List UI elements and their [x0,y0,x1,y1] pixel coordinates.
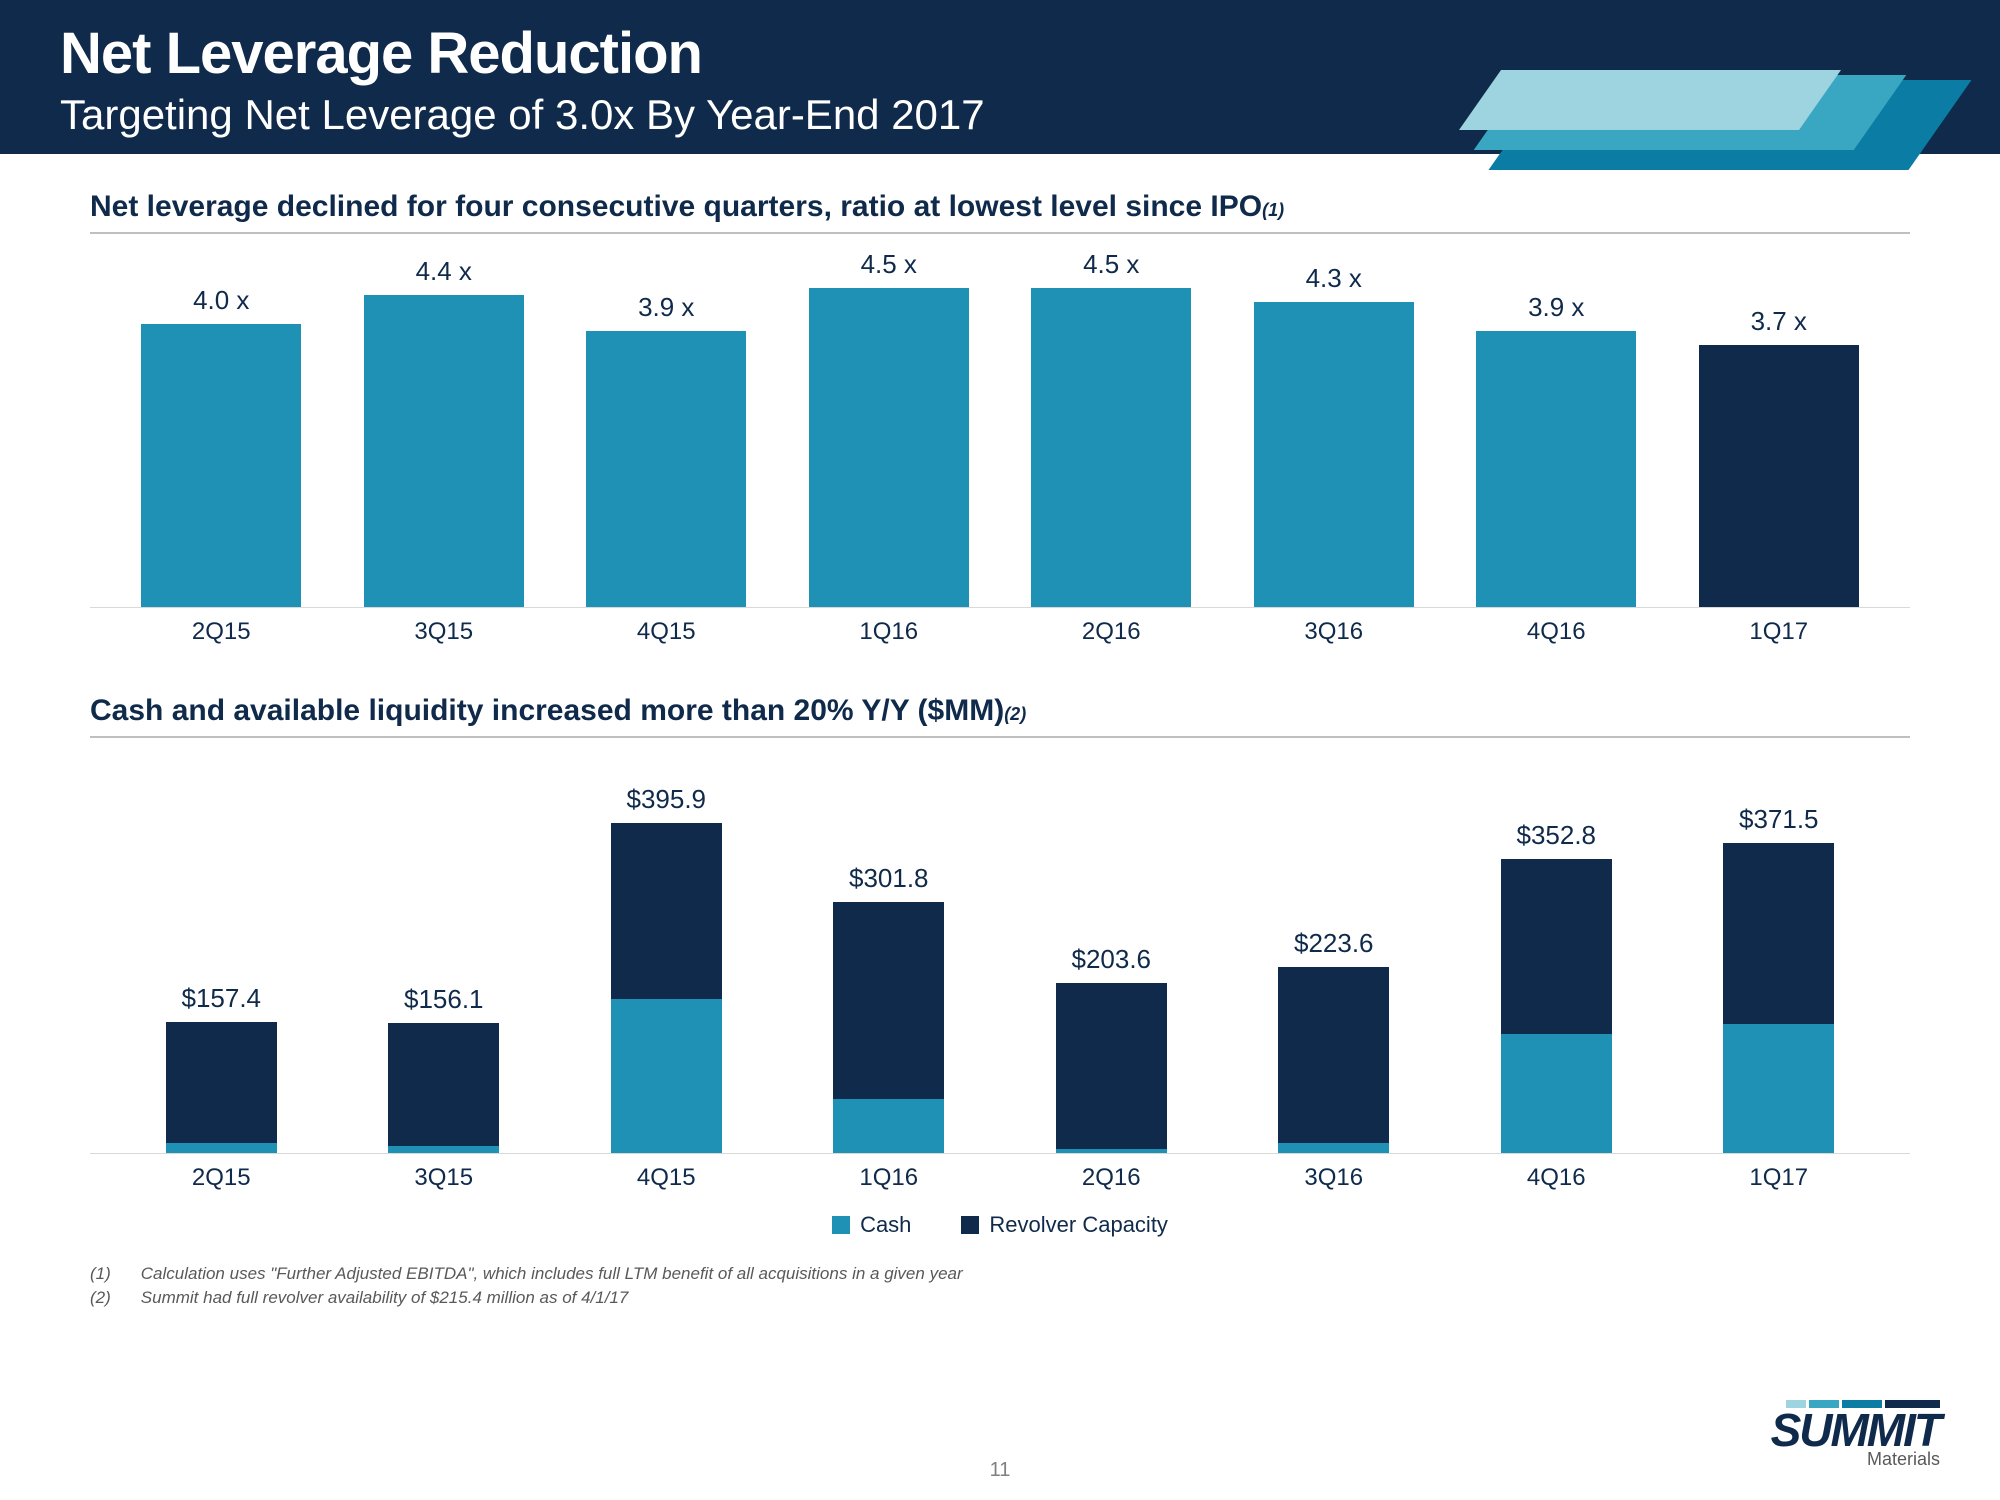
x-axis-label: 1Q17 [1668,618,1891,646]
bar-value-label: 4.5 x [1083,249,1139,280]
chart2-title: Cash and available liquidity increased m… [90,694,1910,738]
revolver-segment [1056,983,1167,1149]
stacked-bar: $371.5 [1668,774,1891,1153]
bar-value-label: 3.7 x [1751,306,1807,337]
slide-header: Net Leverage Reduction Targeting Net Lev… [0,0,2000,160]
bar: 4.5 x [1000,248,1223,607]
cash-segment [1723,1024,1834,1153]
slide-content: Net leverage declined for four consecuti… [0,160,2000,1244]
bar-rect [1031,288,1191,607]
bar: 4.0 x [110,248,333,607]
bar-total-label: $223.6 [1294,928,1374,959]
x-axis-label: 4Q16 [1445,1164,1668,1192]
bar-total-label: $352.8 [1516,820,1596,851]
bar-value-label: 4.3 x [1306,263,1362,294]
cash-segment [166,1143,277,1153]
cash-segment [833,1099,944,1153]
bar-value-label: 3.9 x [638,292,694,323]
header-accent-graphic [1380,40,1980,160]
bar: 4.5 x [778,248,1001,607]
revolver-segment [166,1022,277,1143]
revolver-segment [1723,843,1834,1023]
bar-rect [1254,302,1414,607]
bar-total-label: $301.8 [849,863,929,894]
bar-rect [1476,331,1636,607]
bar: 3.9 x [1445,248,1668,607]
chart1-title: Net leverage declined for four consecuti… [90,190,1910,234]
revolver-segment [1278,967,1389,1143]
x-axis-label: 3Q16 [1223,1164,1446,1192]
cash-segment [1056,1149,1167,1153]
cash-swatch [832,1216,850,1234]
bar-value-label: 3.9 x [1528,292,1584,323]
chart2-legend: Cash Revolver Capacity [90,1212,1910,1238]
bar-total-label: $157.4 [181,983,261,1014]
bar-rect [141,324,301,607]
cash-segment [388,1146,499,1153]
legend-cash: Cash [832,1212,911,1238]
x-axis-label: 4Q15 [555,1164,778,1192]
cash-segment [1501,1034,1612,1153]
liquidity-chart: $157.4 $156.1 $395.9 $301.8 $203.6 $223.6 $352… [90,774,1910,1234]
bar-rect [809,288,969,607]
revolver-segment [388,1023,499,1146]
stacked-bar: $223.6 [1223,774,1446,1153]
stacked-bar: $395.9 [555,774,778,1153]
stacked-bar: $352.8 [1445,774,1668,1153]
bar-rect [586,331,746,607]
x-axis-label: 2Q15 [110,1164,333,1192]
summit-logo: SUMMIT Materials [1771,1400,1940,1470]
page-number: 11 [990,1459,1011,1482]
bar: 4.4 x [333,248,556,607]
legend-revolver: Revolver Capacity [961,1212,1168,1238]
bar: 4.3 x [1223,248,1446,607]
stacked-bar: $203.6 [1000,774,1223,1153]
bar-total-label: $203.6 [1071,944,1151,975]
x-axis-label: 3Q15 [333,618,556,646]
revolver-swatch [961,1216,979,1234]
bar-total-label: $156.1 [404,984,484,1015]
x-axis-label: 1Q17 [1668,1164,1891,1192]
cash-segment [1278,1143,1389,1153]
bar-value-label: 4.4 x [416,256,472,287]
cash-segment [611,999,722,1153]
revolver-segment [1501,859,1612,1034]
stacked-bar: $157.4 [110,774,333,1153]
x-axis-label: 1Q16 [778,1164,1001,1192]
bar-value-label: 4.5 x [861,249,917,280]
x-axis-label: 3Q15 [333,1164,556,1192]
stacked-bar: $301.8 [778,774,1001,1153]
x-axis-label: 3Q16 [1223,618,1446,646]
revolver-segment [833,902,944,1099]
footnotes: (1)Calculation uses "Further Adjusted EB… [0,1244,2000,1308]
bar-value-label: 4.0 x [193,285,249,316]
leverage-chart: 4.0 x 4.4 x 3.9 x 4.5 x 4.5 x 4.3 x 3.9 x 3.7 x… [90,248,1910,668]
x-axis-label: 4Q16 [1445,618,1668,646]
x-axis-label: 2Q15 [110,618,333,646]
revolver-segment [611,823,722,999]
x-axis-label: 2Q16 [1000,1164,1223,1192]
bar-rect [364,295,524,607]
bar: 3.9 x [555,248,778,607]
x-axis-label: 1Q16 [778,618,1001,646]
stacked-bar: $156.1 [333,774,556,1153]
bar-total-label: $395.9 [626,784,706,815]
bar-total-label: $371.5 [1739,804,1819,835]
x-axis-label: 2Q16 [1000,618,1223,646]
x-axis-label: 4Q15 [555,618,778,646]
bar: 3.7 x [1668,248,1891,607]
bar-rect [1699,345,1859,607]
